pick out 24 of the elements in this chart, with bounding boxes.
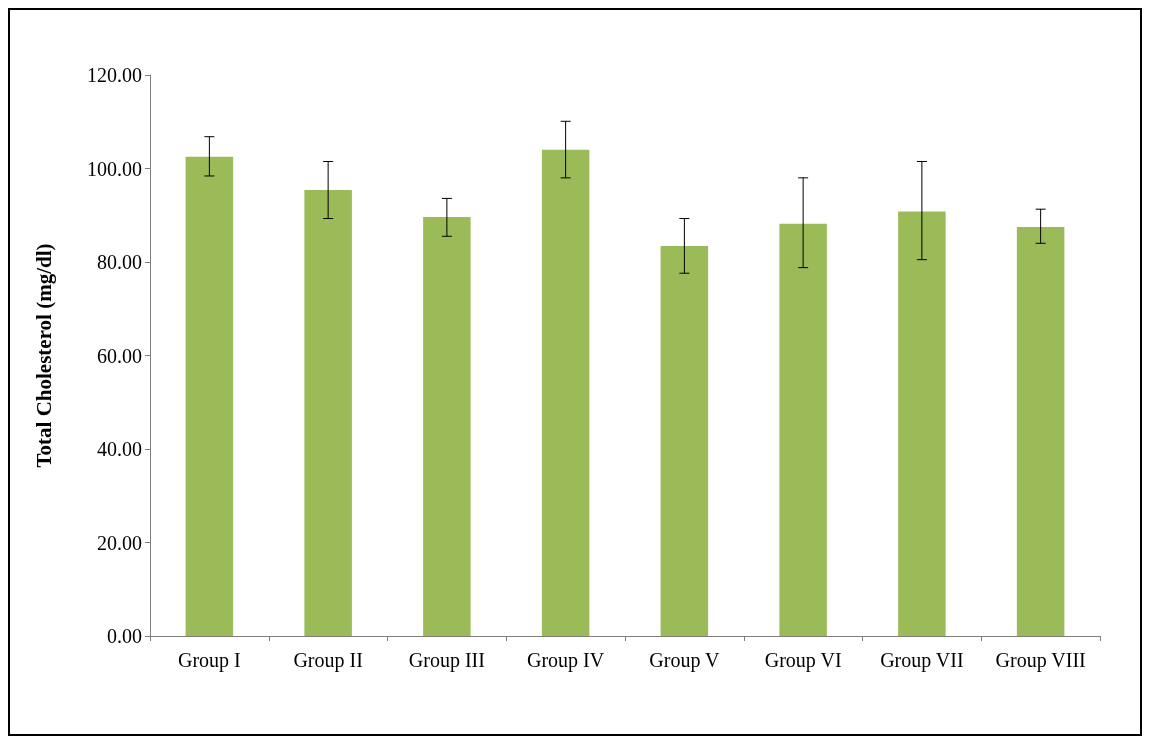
x-tick-label: Group I (177, 649, 241, 672)
x-tick-label: Group V (649, 649, 721, 672)
bar (423, 217, 471, 636)
x-tick-label: Group II (293, 649, 363, 672)
y-tick-label: 0.00 (107, 625, 142, 647)
x-tick-label: Group VIII (995, 649, 1086, 672)
x-tick-label: Group VII (880, 649, 964, 672)
x-tick-label: Group IV (527, 649, 605, 672)
y-tick-label: 20.00 (97, 531, 142, 554)
bar (660, 246, 709, 636)
bar (898, 211, 946, 636)
x-tick-label: Group VI (764, 649, 842, 672)
x-tick-label: Group III (408, 649, 485, 672)
y-tick-label: 120.00 (87, 64, 142, 86)
bar (779, 223, 827, 636)
y-tick-label: 40.00 (97, 438, 142, 460)
y-tick-label: 80.00 (97, 251, 142, 273)
y-tick-label: 100.00 (87, 157, 142, 180)
bar (1016, 226, 1065, 636)
bar (541, 149, 590, 636)
bar (185, 156, 234, 636)
bar (304, 190, 352, 636)
y-axis-title: Total Cholesterol (mg/dl) (31, 243, 56, 468)
y-tick-label: 60.00 (97, 344, 142, 367)
